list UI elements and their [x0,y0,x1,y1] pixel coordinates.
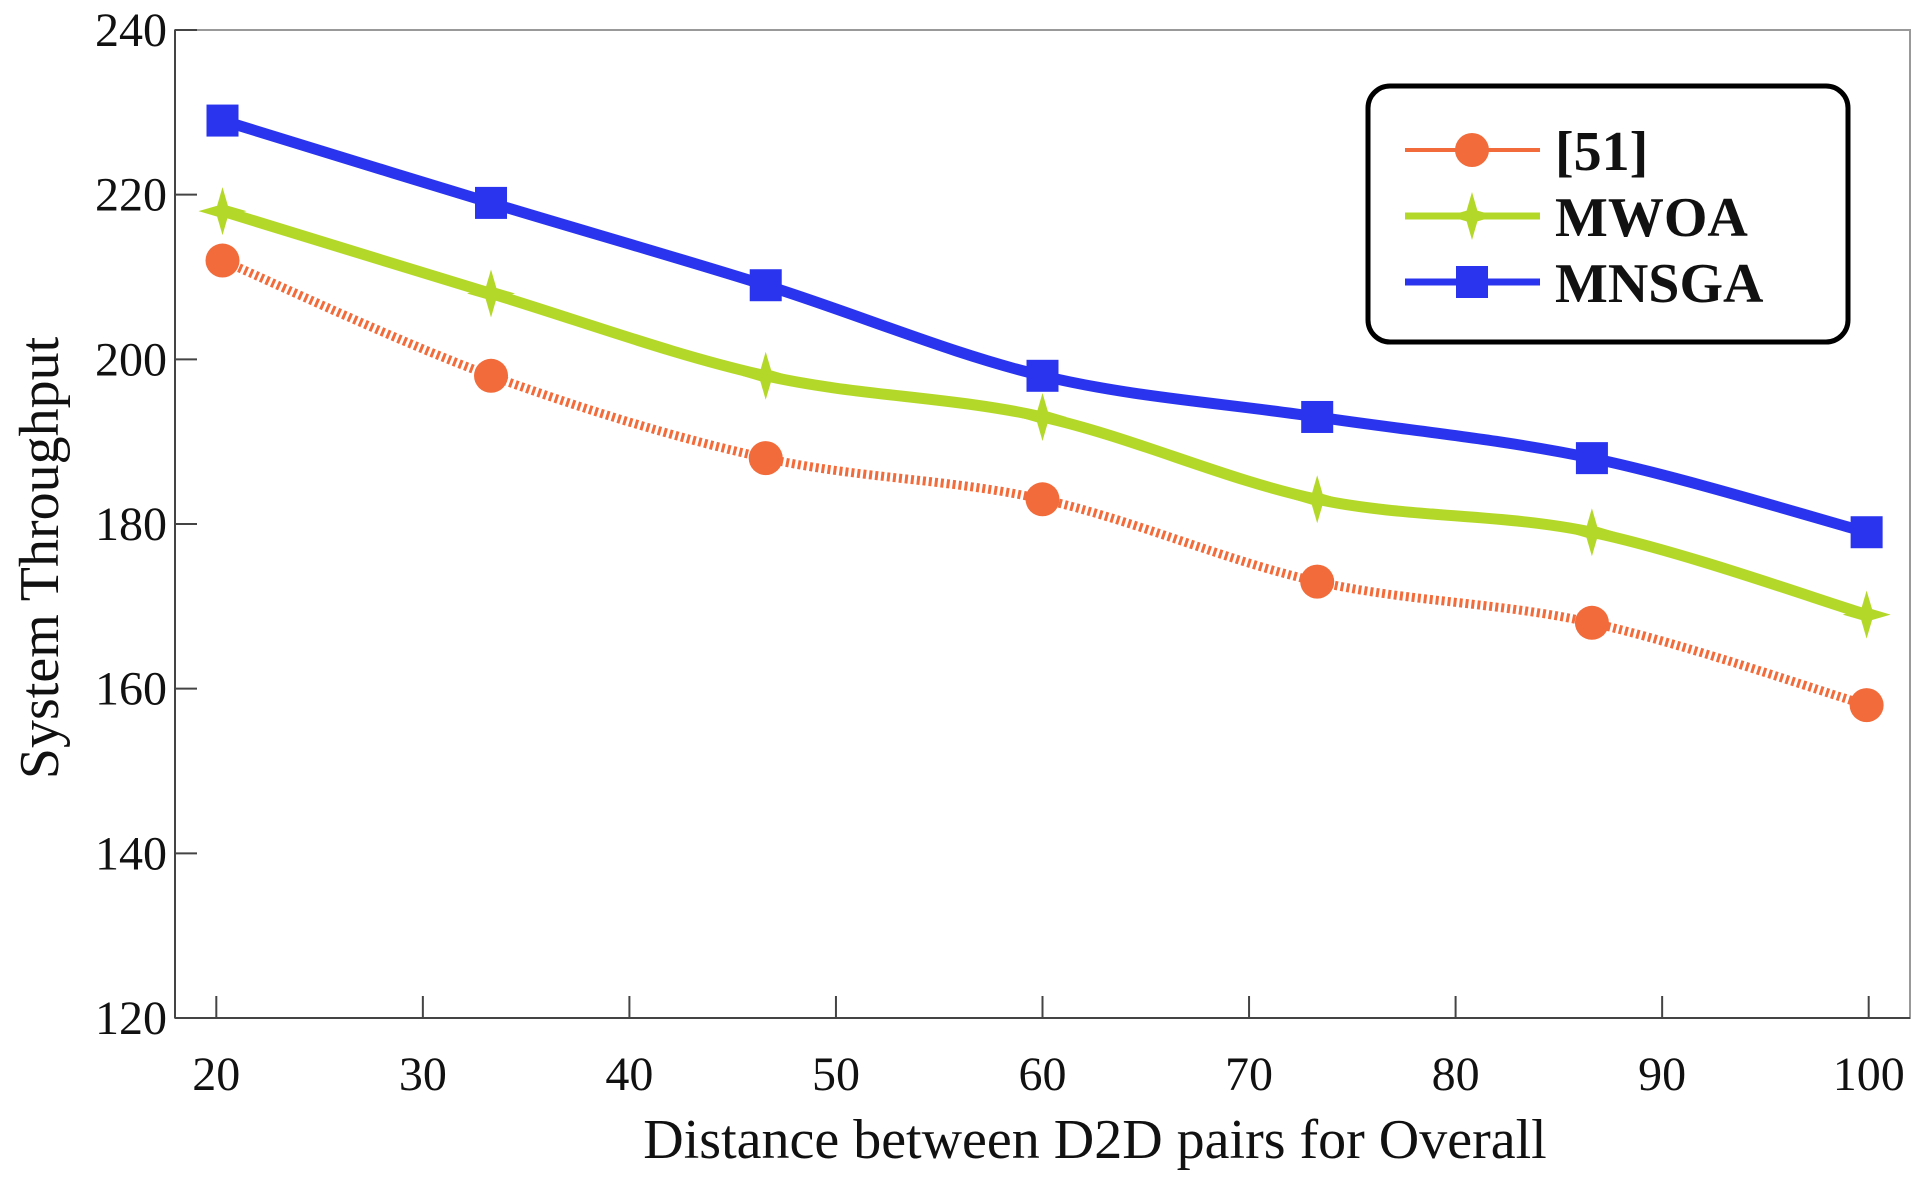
x-axis-ticks: 20 30 40 50 60 70 80 90 100 [192,996,1905,1101]
data-point-mwoa [741,351,790,400]
data-point-51 [205,243,240,278]
data-point-mwoa [198,187,247,236]
x-tick-label: 100 [1833,1048,1905,1101]
x-tick-label: 20 [192,1048,240,1101]
data-point-51 [474,358,509,393]
legend-marker-mnsga [1456,266,1488,298]
data-point-51 [1849,688,1884,723]
y-axis-title: System Throughput [9,336,71,779]
data-point-mwoa [1842,590,1891,639]
x-tick-label: 90 [1638,1048,1686,1101]
y-tick-label: 220 [95,169,167,222]
x-tick-label: 70 [1225,1048,1273,1101]
y-tick-label: 140 [95,827,167,880]
data-point-mwoa [1567,508,1616,557]
data-point-mnsga [1301,400,1334,433]
data-point-mwoa [1018,393,1067,441]
data-point-mnsga [749,269,782,302]
x-axis-title: Distance between D2D pairs for Overall [643,1109,1546,1171]
x-tick-label: 40 [605,1048,653,1101]
x-tick-label: 30 [399,1048,447,1101]
series-layer [198,104,1891,723]
data-point-mnsga [1575,442,1608,475]
legend-label-51: [51] [1555,121,1648,183]
data-point-51 [1574,605,1609,640]
y-tick-label: 160 [95,663,167,716]
y-tick-label: 120 [95,992,167,1045]
y-tick-label: 200 [95,333,167,386]
legend-marker-51 [1455,133,1489,167]
legend-label-mwoa: MWOA [1555,187,1748,249]
data-point-mwoa [1293,475,1342,524]
data-point-mnsga [1026,359,1059,392]
data-point-mnsga [475,186,508,219]
legend-marker-mwoa [1448,192,1496,240]
data-point-mnsga [206,104,239,137]
y-tick-label: 240 [95,4,167,57]
x-tick-label: 50 [812,1048,860,1101]
y-axis-ticks: 120 140 160 180 200 220 240 [95,4,197,1045]
data-point-mwoa [467,269,515,318]
data-point-51 [748,441,783,476]
data-point-mnsga [1850,516,1883,549]
x-tick-label: 80 [1432,1048,1480,1101]
data-point-51 [1300,564,1335,599]
y-tick-label: 180 [95,498,167,551]
legend-label-mnsga: MNSGA [1555,253,1764,315]
data-point-51 [1025,482,1060,517]
x-tick-label: 60 [1019,1048,1067,1101]
